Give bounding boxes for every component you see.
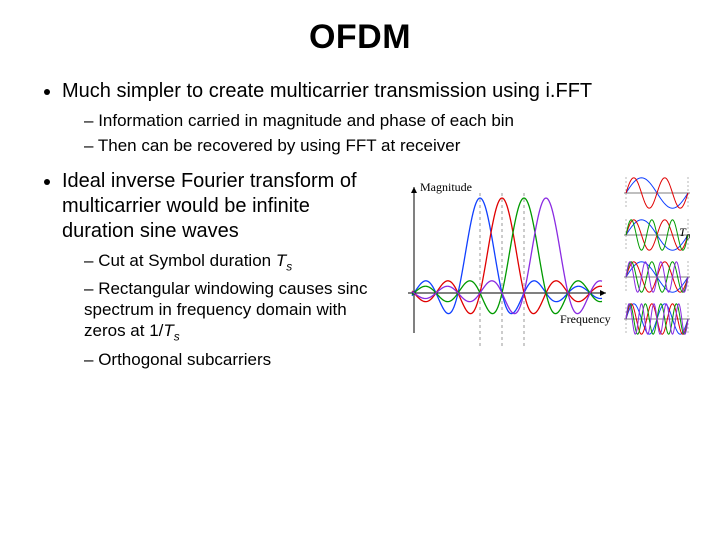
sub-rect-window-s: s — [174, 330, 180, 344]
figure-area: Magnitude Frequency T0 — [388, 173, 692, 373]
time-wave-row-4 — [622, 299, 692, 339]
time-wave-row-2: T0 — [622, 215, 692, 255]
bullet-list-2: Ideal inverse Fourier transform of multi… — [62, 169, 382, 370]
sub-cut-ts-pre: Cut at Symbol duration — [98, 251, 276, 270]
sub-info-magphase: Information carried in magnitude and pha… — [84, 110, 692, 131]
slide-title: OFDM — [28, 18, 692, 57]
sub-cut-ts-T: T — [276, 251, 286, 270]
t0-label-T: T — [679, 225, 686, 239]
time-wave-row-3 — [622, 257, 692, 297]
time-wave-row-1 — [622, 173, 692, 213]
svg-text:Frequency: Frequency — [560, 312, 611, 326]
sinc-spectrum-figure: Magnitude Frequency — [388, 173, 616, 373]
time-domain-figure-column: T0 — [622, 173, 692, 339]
t0-label-0: 0 — [686, 232, 690, 241]
sub-cut-ts: Cut at Symbol duration Ts — [84, 250, 382, 274]
sinc-spectrum-svg: Magnitude Frequency — [388, 173, 616, 373]
sub-orthogonal: Orthogonal subcarriers — [84, 349, 382, 370]
sub-rect-window: Rectangular windowing causes sinc spectr… — [84, 278, 382, 345]
sub-fft-recover: Then can be recovered by using FFT at re… — [84, 135, 692, 156]
t0-label: T0 — [679, 225, 690, 241]
svg-text:Magnitude: Magnitude — [420, 180, 472, 194]
bullet-ifft: Much simpler to create multicarrier tran… — [62, 79, 692, 157]
bullet-ideal-ift: Ideal inverse Fourier transform of multi… — [62, 169, 382, 370]
sublist-2: Cut at Symbol duration Ts Rectangular wi… — [84, 250, 382, 370]
sub-rect-window-T: T — [163, 321, 173, 340]
sublist-1: Information carried in magnitude and pha… — [84, 110, 692, 157]
bullet-list-1: Much simpler to create multicarrier tran… — [62, 79, 692, 157]
sub-cut-ts-s: s — [286, 259, 292, 273]
sub-rect-window-a: Rectangular windowing causes sinc spectr… — [84, 279, 368, 341]
bullet-ideal-ift-text: Ideal inverse Fourier transform of multi… — [62, 170, 357, 242]
bullet-ifft-text: Much simpler to create multicarrier tran… — [62, 80, 592, 102]
